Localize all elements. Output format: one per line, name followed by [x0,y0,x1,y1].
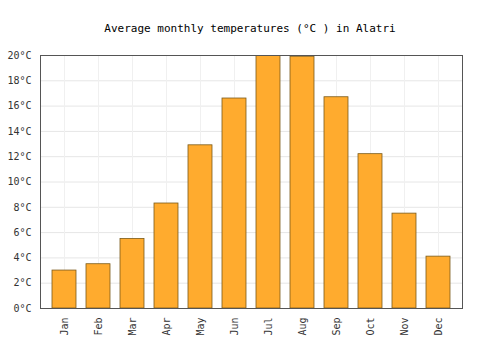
svg-text:Sep: Sep [331,318,342,336]
svg-text:6°C: 6°C [13,227,31,238]
svg-text:8°C: 8°C [13,202,31,213]
svg-text:Jan: Jan [59,318,70,336]
svg-text:Nov: Nov [399,318,410,336]
svg-text:0°C: 0°C [13,303,31,314]
svg-text:10°C: 10°C [7,176,31,187]
svg-text:16°C: 16°C [7,100,31,111]
svg-text:May: May [195,318,206,336]
svg-text:Oct: Oct [365,318,376,336]
svg-text:12°C: 12°C [7,151,31,162]
svg-text:Jun: Jun [229,318,240,336]
svg-text:Feb: Feb [93,318,104,336]
svg-text:18°C: 18°C [7,75,31,86]
svg-text:20°C: 20°C [7,50,31,61]
svg-text:Aug: Aug [297,318,308,336]
svg-text:Mar: Mar [127,318,138,336]
svg-text:Dec: Dec [433,318,444,336]
svg-text:Jul: Jul [263,318,274,336]
html-text:Average monthly temperatures (: Average monthly temperatures (°C ) in Al… [104,22,396,35]
svg-text:Apr: Apr [161,318,172,336]
svg-text:4°C: 4°C [13,252,31,263]
svg-text:2°C: 2°C [13,277,31,288]
svg-text:14°C: 14°C [7,126,31,137]
